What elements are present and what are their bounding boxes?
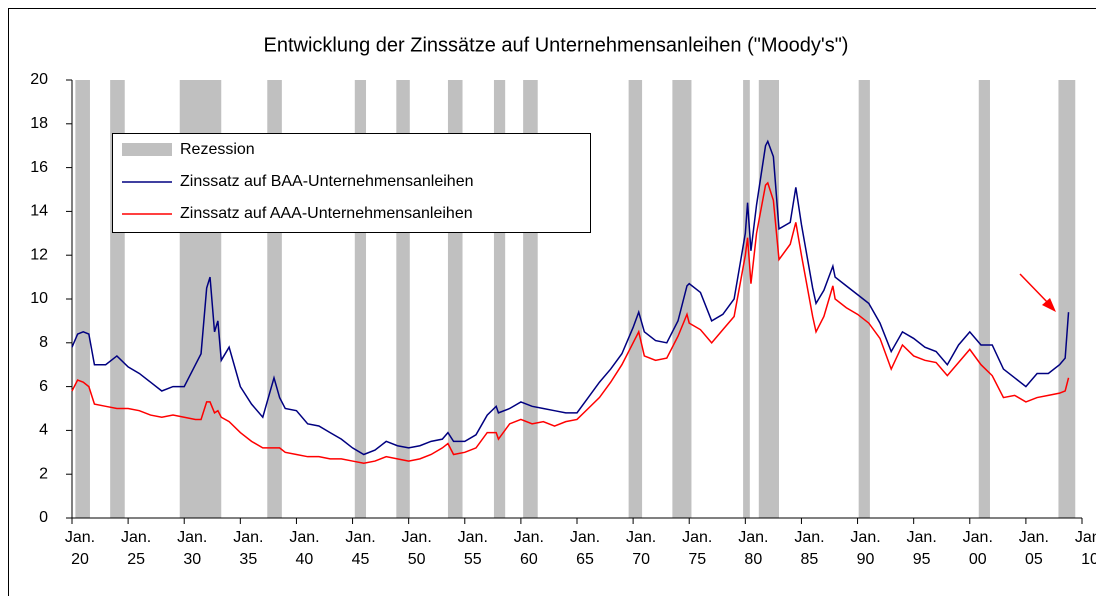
chart-title: Entwicklung der Zinssätze auf Unternehme…	[264, 34, 849, 56]
recession-band	[978, 80, 990, 518]
y-tick-label: 18	[30, 115, 48, 132]
recession-band	[354, 80, 367, 518]
y-tick-label: 12	[30, 246, 48, 263]
x-tick-label: Jan. 55	[457, 529, 488, 568]
y-tick-label: 6	[39, 378, 48, 395]
x-tick-label: Jan. 30	[177, 529, 208, 568]
y-tick-label: 14	[30, 203, 48, 220]
x-tick-label: Jan. 35	[233, 529, 264, 568]
y-tick-label: 4	[39, 422, 48, 439]
recession-band	[758, 80, 779, 518]
x-tick-label: Jan. 50	[401, 529, 432, 568]
y-tick-label: 16	[30, 159, 48, 176]
x-tick-label: Jan. 75	[682, 529, 713, 568]
x-tick-label: Jan. 90	[850, 529, 881, 568]
legend-label: Rezession	[180, 141, 255, 158]
y-tick-label: 10	[30, 290, 48, 307]
series-line	[71, 181, 1070, 465]
recession-band	[1058, 80, 1076, 518]
frame	[8, 8, 1096, 596]
y-tick-label: 2	[39, 465, 48, 482]
x-tick-label: Jan. 10	[1074, 529, 1096, 568]
recession-band	[743, 80, 750, 518]
legend-swatch	[122, 143, 172, 156]
x-tick-label: Jan. 00	[962, 529, 993, 568]
x-tick-label: Jan. 80	[738, 529, 769, 568]
series-line	[71, 139, 1070, 456]
x-tick-label: Jan. 25	[120, 529, 152, 568]
x-tick-label: Jan. 45	[345, 529, 376, 568]
x-tick-label: Jan. 70	[625, 529, 657, 568]
x-tick-label: Jan. 65	[569, 529, 601, 568]
x-tick-label: Jan. 40	[289, 529, 320, 568]
recession-band	[493, 80, 506, 518]
y-tick-label: 8	[39, 334, 48, 351]
x-tick-label: Jan. 60	[513, 529, 544, 568]
legend-label: Zinssatz auf BAA-Unternehmensanleihen	[180, 173, 474, 190]
x-tick-label: Jan. 85	[794, 529, 825, 568]
x-tick-label: Jan. 95	[906, 529, 937, 568]
arrow	[1019, 273, 1051, 306]
legend-box	[112, 133, 591, 233]
x-tick-label: Jan. 20	[64, 529, 96, 568]
y-tick-label: 0	[39, 509, 48, 526]
recession-band	[75, 80, 90, 518]
recession-band	[672, 80, 692, 518]
arrow-head	[1042, 298, 1056, 312]
x-tick-label: Jan. 05	[1018, 529, 1049, 568]
y-tick-label: 20	[30, 71, 48, 88]
recession-band	[628, 80, 643, 518]
legend-label: Zinssatz auf AAA-Unternehmensanleihen	[180, 205, 473, 222]
